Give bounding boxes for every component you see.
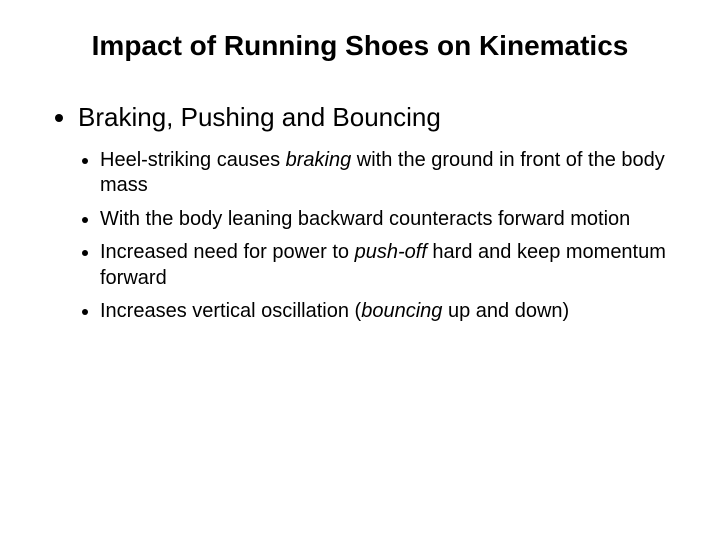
sub-item-3: Increased need for power to push-off har…: [100, 240, 672, 291]
sub-item-1: Heel-striking causes braking with the gr…: [100, 148, 672, 199]
sub-item-1-pre: Heel-striking causes: [100, 149, 286, 171]
sub-list: Heel-striking causes braking with the gr…: [48, 148, 672, 326]
sub-item-4-pre: Increases vertical oscillation (: [100, 300, 361, 322]
slide: Impact of Running Shoes on Kinematics Br…: [0, 0, 720, 540]
sub-item-3-em: push-off: [355, 241, 427, 263]
sub-item-4-em: bouncing: [361, 300, 442, 322]
sub-item-3-pre: Increased need for power to: [100, 241, 355, 263]
main-heading-item: Braking, Pushing and Bouncing: [78, 101, 672, 134]
sub-item-4-post: up and down): [442, 300, 569, 322]
sub-item-4: Increases vertical oscillation (bouncing…: [100, 299, 672, 325]
slide-title: Impact of Running Shoes on Kinematics: [48, 28, 672, 63]
main-list: Braking, Pushing and Bouncing: [48, 101, 672, 134]
sub-item-2: With the body leaning backward counterac…: [100, 207, 672, 233]
sub-item-1-em: braking: [286, 149, 352, 171]
